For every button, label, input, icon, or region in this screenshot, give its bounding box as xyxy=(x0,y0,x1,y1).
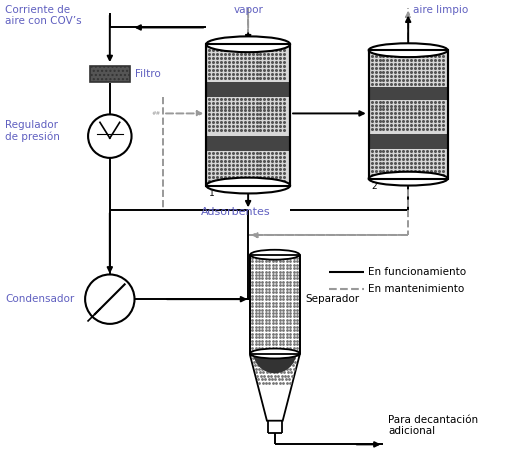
Circle shape xyxy=(85,274,135,324)
Bar xyxy=(250,255,299,353)
Bar xyxy=(206,151,290,186)
Bar xyxy=(206,44,290,186)
Polygon shape xyxy=(250,355,299,421)
Bar xyxy=(369,50,448,87)
Ellipse shape xyxy=(250,348,299,359)
Bar xyxy=(90,66,130,82)
Text: Condensador: Condensador xyxy=(5,294,75,304)
Text: Para decantación
adicional: Para decantación adicional xyxy=(388,415,479,437)
Text: Filtro: Filtro xyxy=(135,69,160,79)
Circle shape xyxy=(88,115,132,158)
Text: En mantenimiento: En mantenimiento xyxy=(368,284,464,294)
Ellipse shape xyxy=(206,36,290,52)
Bar xyxy=(369,134,448,149)
Ellipse shape xyxy=(250,250,299,260)
Ellipse shape xyxy=(369,172,448,186)
Ellipse shape xyxy=(369,43,448,57)
Text: Regulador
de presión: Regulador de presión xyxy=(5,120,60,142)
Bar xyxy=(206,44,290,82)
Bar xyxy=(369,50,448,179)
Bar xyxy=(369,87,448,100)
Bar xyxy=(369,100,448,134)
Bar xyxy=(206,136,290,151)
Bar xyxy=(369,149,448,179)
Bar xyxy=(206,82,290,97)
Text: Separador: Separador xyxy=(306,294,359,304)
Text: En funcionamiento: En funcionamiento xyxy=(368,267,466,276)
Wedge shape xyxy=(253,352,296,373)
Text: ##: ## xyxy=(152,111,161,116)
Text: 2: 2 xyxy=(371,182,377,191)
Text: Adsorbentes: Adsorbentes xyxy=(201,207,271,217)
Ellipse shape xyxy=(206,178,290,194)
Text: vapor: vapor xyxy=(233,5,263,15)
Text: 1: 1 xyxy=(209,188,215,198)
Text: Corriente de
aire con COV’s: Corriente de aire con COV’s xyxy=(5,5,82,26)
Text: aire limpio: aire limpio xyxy=(413,5,468,15)
Bar xyxy=(206,97,290,136)
